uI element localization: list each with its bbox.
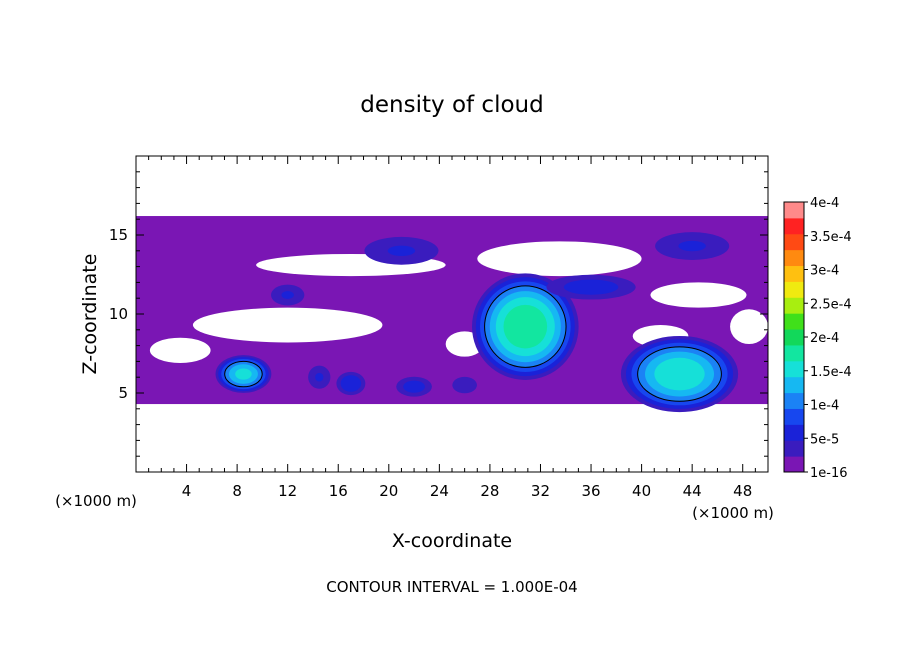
density-band (503, 304, 548, 349)
cloud-cell (364, 236, 439, 265)
cloud-cell (336, 371, 366, 396)
density-band (654, 357, 705, 391)
colorbar-swatch (784, 281, 804, 298)
density-band (315, 372, 324, 382)
colorbar-swatch (784, 297, 804, 314)
cloud-cell (396, 376, 432, 397)
x-axis-ticks: 4 8 12 16 20 24 28 32 36 40 44 48 (148, 156, 756, 500)
colorbar-swatch (784, 265, 804, 282)
cloud-cell (472, 273, 579, 380)
contour-line (224, 360, 263, 388)
cloud-cell (215, 355, 272, 393)
x-tick-label: 36 (581, 482, 600, 500)
colorbar-swatch (784, 376, 804, 394)
colorbar-swatch (784, 360, 804, 378)
cloud-cell (620, 335, 739, 413)
colorbar-label: 3e-4 (810, 264, 839, 279)
colorbar-label: 1e-16 (810, 466, 848, 481)
cloud-cell (308, 365, 331, 389)
clear-air-gap (149, 337, 211, 363)
clear-air-gap (192, 307, 383, 343)
x-tick-label: 48 (733, 482, 752, 500)
colorbar-label: 4e-4 (810, 196, 839, 211)
colorbar-swatch (784, 233, 804, 251)
colorbar-swatch (784, 344, 804, 362)
density-band (403, 380, 425, 393)
colorbar-swatch (784, 408, 804, 425)
density-band (235, 368, 252, 380)
colorbar-swatch (784, 313, 804, 330)
density-band (563, 279, 619, 295)
colorbar-swatch (784, 440, 804, 457)
clear-air-gap (650, 282, 747, 308)
colorbar-swatch (784, 249, 804, 267)
y-tick-label: 5 (118, 384, 128, 402)
x-tick-label: 40 (632, 482, 651, 500)
x-tick-label: 16 (329, 482, 348, 500)
clear-air-gap (730, 309, 768, 345)
x-tick-label: 12 (278, 482, 297, 500)
density-band (281, 291, 294, 299)
density-band (678, 240, 706, 252)
colorbar-swatch (784, 202, 804, 219)
contour-lines (224, 285, 722, 402)
contour-interval-note: CONTOUR INTERVAL = 1.000E-04 (326, 578, 577, 596)
cloud-cell (546, 274, 636, 300)
cloud-cell (271, 284, 305, 306)
contour-line (637, 346, 722, 402)
x-tick-label: 20 (379, 482, 398, 500)
colorbar-label: 3.5e-4 (810, 230, 852, 245)
contour-line (484, 285, 567, 368)
clear-air-gap (477, 241, 642, 277)
density-band (452, 376, 477, 394)
colorbar-swatch (784, 424, 804, 441)
colorbar-swatch (784, 329, 804, 346)
colorbar-label: 2.5e-4 (810, 297, 852, 312)
y-axis-ticks: 5 10 15 (109, 171, 768, 457)
cloud-cell (452, 376, 477, 394)
x-tick-label: 4 (182, 482, 192, 500)
x-tick-label: 8 (232, 482, 242, 500)
colorbar-label: 1.5e-4 (810, 365, 852, 380)
x-tick-label: 24 (430, 482, 449, 500)
y-axis-unit: (×1000 m) (55, 492, 137, 510)
colorbar-label: 1e-4 (810, 399, 839, 414)
chart-title: density of cloud (360, 92, 543, 118)
colorbar-label: 2e-4 (810, 331, 839, 346)
colorbar-swatch (784, 392, 804, 409)
cloud-cell (655, 232, 730, 260)
colorbar-label: 5e-5 (810, 432, 839, 447)
colorbar: 1e-16 5e-5 1e-4 1.5e-4 2e-4 2.5e-4 3e-4 3.5e-4 4… (783, 196, 852, 481)
x-axis-unit: (×1000 m) (692, 504, 774, 522)
colorbar-swatch (784, 217, 804, 235)
y-axis-label: Z-coordinate (79, 254, 101, 375)
colorbar-swatch (784, 456, 804, 473)
x-axis-label: X-coordinate (392, 530, 512, 552)
x-tick-label: 32 (531, 482, 550, 500)
density-field (136, 216, 768, 413)
y-tick-label: 10 (109, 305, 128, 323)
y-tick-label: 15 (109, 226, 128, 244)
x-tick-label: 28 (480, 482, 499, 500)
density-band (387, 245, 416, 256)
x-tick-label: 44 (683, 482, 702, 500)
density-band (340, 375, 362, 392)
